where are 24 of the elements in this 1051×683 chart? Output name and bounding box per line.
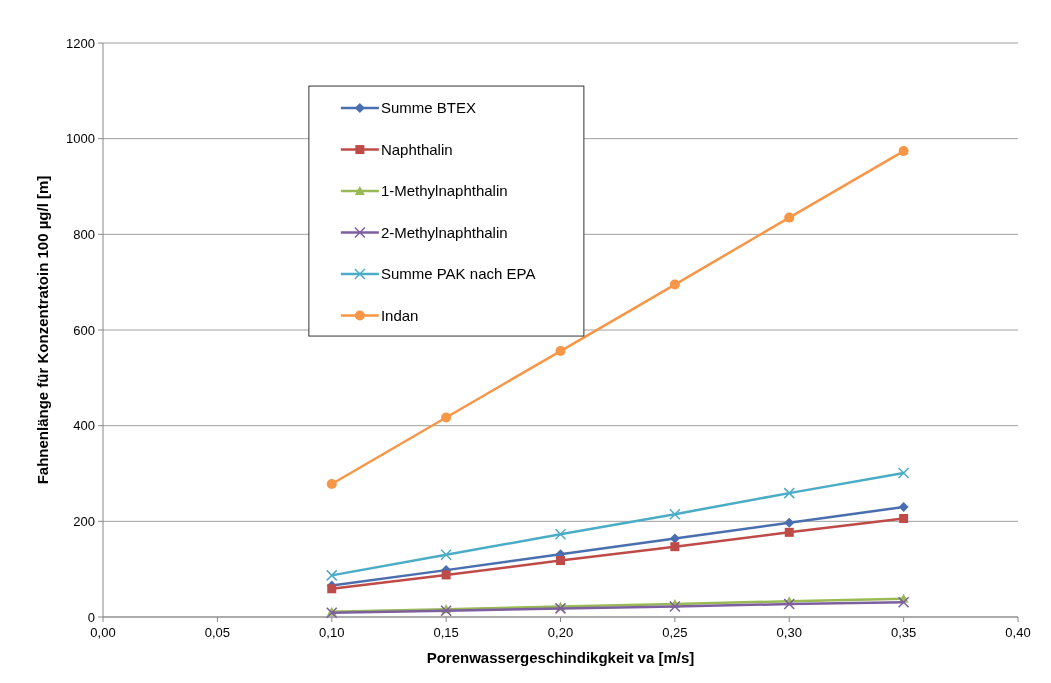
y-tick-label: 1200 xyxy=(66,35,95,51)
x-tick-label: 0,05 xyxy=(204,625,231,640)
x-tick-label: 0,10 xyxy=(319,625,345,640)
y-tick-label: 400 xyxy=(73,418,95,434)
x-tick-label: 0,00 xyxy=(90,625,116,640)
y-tick-label: 1000 xyxy=(66,131,95,147)
x-tick-label: 0,20 xyxy=(547,625,574,640)
x-tick-label: 0,15 xyxy=(433,625,459,640)
y-axis-title: Fahnenlänge für Konzentratoin 100 µg/l [m] xyxy=(34,175,51,485)
y-tick-label: 800 xyxy=(73,226,95,242)
y-tick-label: 600 xyxy=(73,322,95,338)
x-tick-label: 0,25 xyxy=(662,625,688,640)
legend-label: 1-Methylnaphthalin xyxy=(380,182,508,200)
x-axis-title: Porenwassergeschindikgkeit va [m/s] xyxy=(426,649,695,666)
legend-label: Summe BTEX xyxy=(380,99,476,117)
legend-label: Indan xyxy=(380,306,419,324)
x-tick-label: 0,40 xyxy=(1005,625,1031,640)
x-tick-label: 0,35 xyxy=(890,625,917,640)
legend-label: Naphthalin xyxy=(380,140,453,158)
y-tick-label: 0 xyxy=(87,609,95,625)
legend-label: 2-Methylnaphthalin xyxy=(380,223,508,241)
legend-label: Summe PAK nach EPA xyxy=(380,265,536,283)
x-tick-label: 0,30 xyxy=(776,625,802,640)
y-tick-label: 200 xyxy=(73,513,95,529)
